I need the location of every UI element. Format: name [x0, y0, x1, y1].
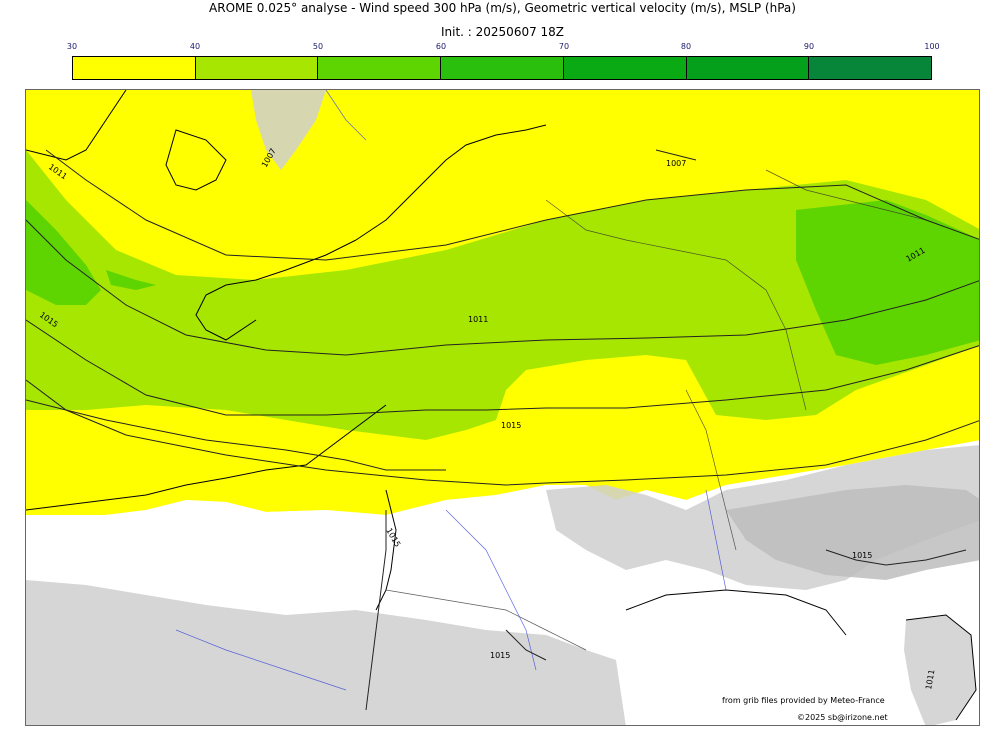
colorbar-tick: 30 [66, 42, 78, 51]
init-time-label: Init. : 20250607 18Z [440, 25, 565, 39]
copyright-credit: ©2025 sb@irizone.net [797, 713, 888, 722]
isobar-label: 1015 [501, 421, 521, 430]
wind-speed-colorbar [72, 56, 932, 80]
vertical-velocity-zone [904, 615, 976, 725]
rivers [175, 90, 727, 691]
colorbar-ticks: 30 40 50 60 70 80 90 100 [0, 42, 1005, 54]
colorbar-tick: 90 [803, 42, 815, 51]
mediterranean-sea [626, 590, 896, 725]
isobar-label: 1011 [924, 669, 936, 691]
isobar-label: 1007 [666, 159, 686, 168]
colorbar-segment [809, 57, 932, 79]
isobar-label: 1015 [490, 651, 510, 660]
colorbar-segment [686, 57, 810, 79]
colorbar-segment [73, 57, 196, 79]
vertical-velocity-zone [251, 90, 326, 170]
colorbar-tick: 60 [435, 42, 447, 51]
colorbar-tick: 70 [558, 42, 570, 51]
isobars [26, 149, 979, 711]
weather-map[interactable]: 1011 1007 1015 1011 1015 1011 1007 1015 … [25, 89, 980, 726]
colorbar-tick: 50 [312, 42, 324, 51]
country-borders [385, 169, 927, 651]
colorbar-segment [195, 57, 319, 79]
colorbar-tick: 80 [680, 42, 692, 51]
vertical-velocity-zone [726, 485, 979, 580]
coastlines [26, 90, 977, 721]
wind-zone-50-60 [26, 200, 101, 305]
isobar-label: 1011 [468, 315, 488, 324]
colorbar-segment [318, 57, 442, 79]
wind-zone-40-50 [26, 150, 979, 440]
colorbar-segment [441, 57, 564, 79]
colorbar-tick: 100 [924, 42, 940, 51]
colorbar-segment [563, 57, 687, 79]
map-title: AROME 0.025° analyse - Wind speed 300 hP… [209, 1, 796, 15]
wind-zone-50-60 [106, 270, 156, 290]
data-source-credit: from grib files provided by Meteo-France [722, 696, 885, 705]
vertical-velocity-zone [26, 580, 626, 725]
wind-zone-50-60 [796, 200, 979, 365]
colorbar-tick: 40 [189, 42, 201, 51]
map-canvas: 1011 1007 1015 1011 1015 1011 1007 1015 … [26, 90, 979, 725]
isobar-label: 1015 [852, 551, 872, 560]
